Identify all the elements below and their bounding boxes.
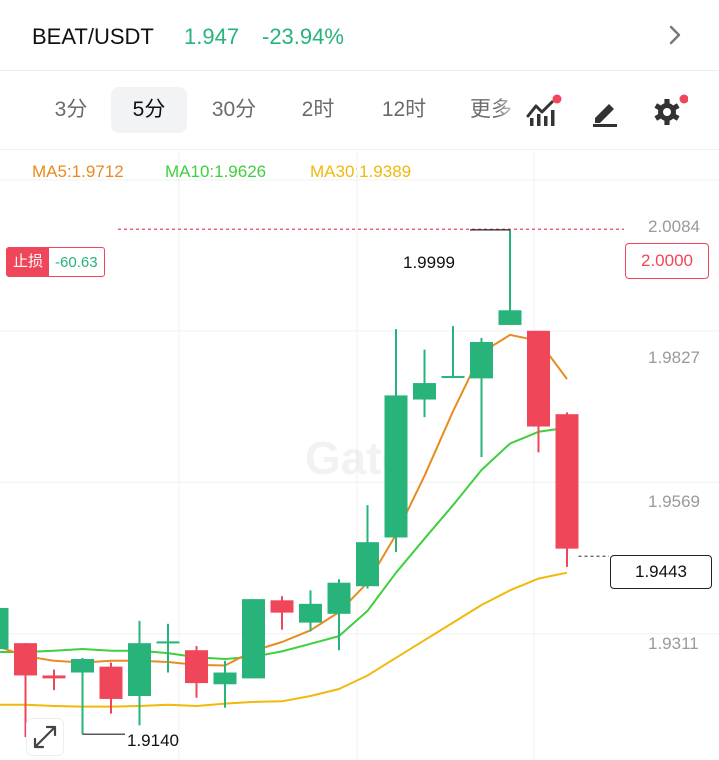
y-tick-label: 1.9569 [648,492,700,511]
candle-body [270,600,294,613]
candle [470,337,493,458]
candle-body [213,672,237,685]
candle-body [0,607,9,650]
ma30-value: MA30:1.9389 [310,162,412,181]
candle-body [327,582,351,614]
tab-12h[interactable]: 12时 [381,98,427,121]
candle-body [99,666,123,699]
y-tick-label: 1.9311 [648,634,699,653]
candle [384,329,408,553]
candle [270,596,294,630]
stop-loss-price[interactable]: 2.0000 [625,243,709,279]
candle-body [14,643,37,676]
more-fade [496,84,522,138]
candle-body [42,675,66,679]
ma30-line [0,571,568,708]
indicator-icon[interactable] [522,94,562,128]
candle [441,326,465,379]
ma10-line [0,426,568,660]
tab-30m[interactable]: 30分 [211,98,257,121]
candle-body [527,330,550,427]
candle-body [470,341,493,379]
candle [299,590,322,632]
candle-body [128,643,151,697]
candle [213,660,237,708]
y-tick-label: 2.0084 [648,217,700,236]
candle [327,579,351,651]
candle [156,623,180,673]
tabs-divider [0,149,719,150]
expand-icon[interactable] [26,718,64,756]
candle-body [498,310,522,325]
candle-body [185,650,208,684]
pen-icon[interactable] [586,94,626,128]
current-price-tag: 1.9443 [610,555,712,589]
candle [71,657,94,735]
candle [185,646,208,698]
stop-loss-tag[interactable]: 止损 -60.63 [6,247,105,277]
low-marker-label: 1.9140 [127,731,179,750]
candle-body [441,376,465,379]
candle-body [356,542,379,587]
pair-header: BEAT/USDT 1.947 -23.94% [0,0,719,72]
ma10-value: MA10:1.9626 [165,162,267,181]
candle [413,349,436,418]
candle [42,669,66,691]
candle [555,412,579,567]
price-change: -23.94% [262,24,344,49]
candle-body [555,414,579,549]
ma5-value: MA5:1.9712 [32,162,124,181]
candle-body [384,395,408,538]
stop-loss-label: 止损 [7,248,50,276]
candle-body [156,641,180,644]
stop-loss-pnl: -60.63 [55,253,98,271]
y-tick-label: 1.9827 [648,348,700,367]
pair-name: BEAT/USDT [32,24,154,49]
timeframe-tabs: 3分 5分 30分 2时 12时 更多 [0,84,719,138]
candle-body [413,383,436,400]
candle [356,505,379,589]
gear-icon[interactable] [648,94,688,128]
chevron-right-icon[interactable] [662,22,688,48]
candle-body [242,599,265,679]
candle [14,643,37,738]
header-divider [0,70,719,71]
tab-3m[interactable]: 3分 [54,98,88,121]
candle-body [299,603,322,623]
candle [128,620,151,726]
high-marker-label: 1.9999 [403,253,455,272]
candle [498,229,522,325]
last-price: 1.947 [184,24,240,49]
candle-body [71,659,94,673]
tab-2h[interactable]: 2时 [301,98,335,121]
tab-5m[interactable]: 5分 [111,87,187,133]
candle [99,662,123,714]
candle [527,330,550,453]
candle [0,607,9,650]
candle [242,599,265,679]
